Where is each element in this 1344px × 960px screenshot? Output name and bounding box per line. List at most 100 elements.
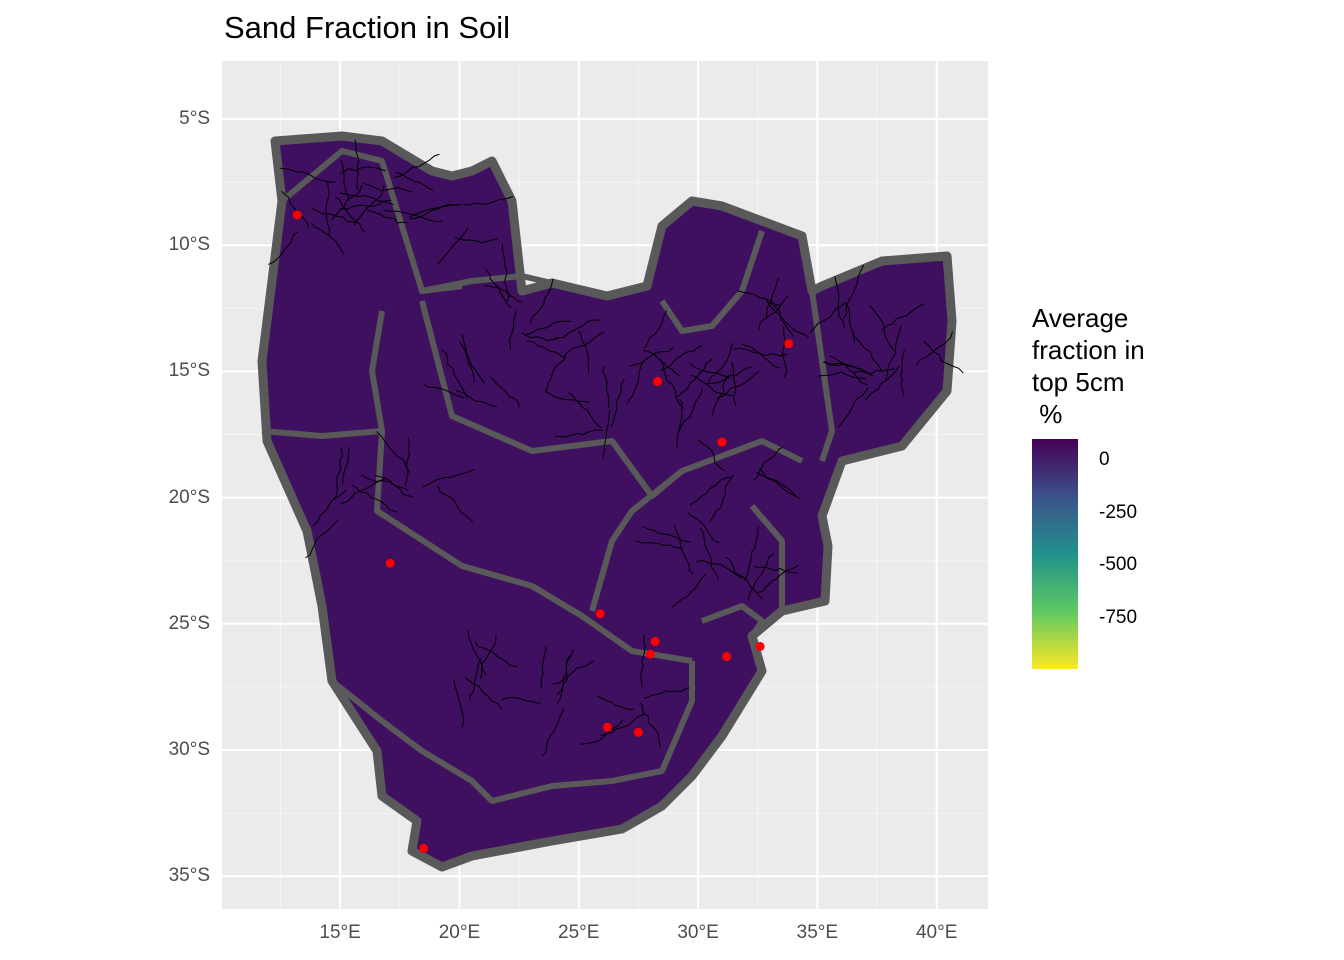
river-line: [747, 553, 775, 600]
basin-boundary: [330, 661, 695, 804]
river-line: [490, 376, 520, 408]
river-line: [351, 484, 398, 513]
river-line: [602, 366, 610, 409]
y-tick-label: 20°S: [168, 486, 210, 508]
river-line: [508, 310, 517, 350]
river-line: [673, 524, 694, 575]
station-point: [602, 722, 612, 732]
station-point: [755, 642, 765, 652]
river-line: [554, 429, 604, 438]
x-tick-label: 40°E: [915, 922, 958, 943]
river-line: [642, 526, 691, 543]
legend-tick-label: -750: [1099, 607, 1138, 628]
river-line: [501, 697, 542, 704]
river-line: [753, 566, 798, 574]
river-line: [394, 153, 440, 178]
river-line: [743, 526, 759, 581]
legend-title: Average fraction in top 5cm %: [1032, 303, 1145, 429]
basin-boundary: [419, 300, 804, 499]
basin-boundary: [421, 273, 608, 299]
river-line: [454, 237, 499, 244]
x-tick-label: 35°E: [796, 922, 839, 943]
river-line: [626, 360, 645, 404]
river-line: [579, 719, 624, 745]
river-line: [578, 330, 590, 374]
river-line: [529, 278, 554, 324]
river-line: [281, 190, 309, 229]
y-tick-label: 10°S: [168, 234, 210, 256]
y-tick-label: 15°S: [168, 360, 210, 382]
river-line: [539, 646, 547, 689]
river-line: [610, 378, 625, 428]
river-line: [485, 268, 512, 309]
river-line: [312, 489, 347, 527]
river-line: [542, 708, 565, 757]
river-line: [782, 326, 788, 378]
river-line: [376, 431, 411, 473]
basin-boundary: [749, 504, 785, 611]
river-line: [280, 167, 336, 183]
river-line: [711, 374, 730, 417]
river-line: [659, 345, 703, 371]
river-line: [725, 556, 763, 600]
river-line: [759, 467, 797, 497]
river-line: [915, 331, 953, 367]
river-line: [333, 447, 343, 501]
station-point: [717, 437, 727, 447]
river-line: [640, 634, 646, 687]
river-line: [459, 341, 485, 384]
river-line: [525, 320, 572, 336]
river-line: [696, 560, 743, 579]
river-line: [363, 183, 412, 193]
river-line: [864, 365, 900, 401]
station-point: [595, 609, 605, 619]
river-line: [844, 301, 856, 344]
river-line: [635, 540, 683, 550]
southern-africa-outline: [257, 131, 957, 872]
river-line: [854, 368, 895, 375]
river-line: [544, 354, 567, 393]
river-line: [552, 660, 595, 685]
legend-tick-label: 0: [1099, 449, 1110, 470]
river-line: [842, 264, 865, 319]
basin-regions: [257, 131, 957, 872]
legend-tick-label: -500: [1099, 554, 1138, 575]
river-line: [568, 392, 602, 429]
river-line: [367, 209, 409, 224]
river-line: [384, 209, 443, 223]
river-line: [688, 512, 720, 544]
river-line: [766, 299, 809, 338]
river-line: [629, 346, 674, 368]
river-line: [311, 223, 345, 255]
river-line: [869, 305, 895, 352]
river-line: [467, 630, 487, 676]
x-tick-label: 25°E: [558, 922, 600, 943]
y-tick-label: 30°S: [168, 739, 210, 760]
river-line: [353, 185, 385, 226]
river-line: [551, 319, 600, 341]
river-line: [556, 654, 571, 704]
river-line: [675, 358, 713, 399]
river-line: [643, 687, 690, 699]
station-point: [784, 339, 794, 349]
y-tick-label: 5°S: [179, 108, 210, 130]
station-point: [652, 377, 662, 387]
river-line: [709, 474, 735, 522]
river-line: [453, 679, 465, 728]
map-panel: [222, 61, 988, 909]
river-line: [464, 677, 502, 710]
river-line: [742, 343, 780, 369]
river-line: [837, 387, 869, 428]
river-line: [395, 171, 434, 191]
x-tick-label: 30°E: [677, 922, 719, 943]
river-line: [462, 196, 514, 206]
river-line: [521, 332, 559, 342]
river-line: [707, 342, 734, 383]
river-line: [689, 476, 731, 506]
x-tick-label: 15°E: [319, 922, 361, 943]
river-line: [437, 227, 469, 265]
river-line: [765, 277, 780, 319]
river-line: [339, 166, 386, 174]
station-point: [645, 649, 655, 659]
river-line: [731, 361, 737, 407]
